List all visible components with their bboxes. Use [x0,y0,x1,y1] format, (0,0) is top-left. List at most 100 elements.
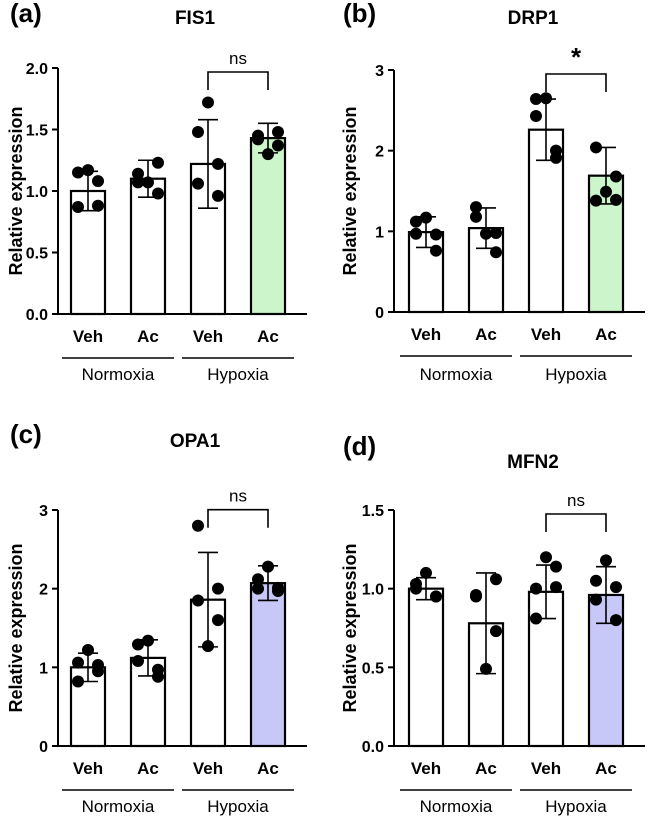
data-point [590,574,602,587]
panel-label: (b) [343,0,376,28]
significance-label: ns [229,49,247,68]
bar [249,137,287,316]
data-point [132,638,144,651]
data-point [530,93,542,106]
x-tick-label: Veh [193,327,223,346]
y-tick-label: 3 [375,63,384,80]
chart-title: MFN2 [507,452,559,473]
y-tick-label: 1.0 [362,582,384,599]
data-point [272,139,284,152]
data-point [192,594,204,607]
data-point [410,215,422,228]
x-tick-label: Veh [193,759,223,778]
group-label: Normoxia [420,797,493,816]
data-point [262,560,274,573]
y-tick-label: 2 [39,582,48,599]
y-tick-label: 1.0 [26,184,48,201]
group-label: Hypoxia [207,797,269,816]
significance-bracket [545,513,607,532]
data-point [72,675,84,688]
data-point [202,96,214,109]
x-tick-label: Ac [475,325,497,344]
data-point [490,625,502,638]
group-label: Normoxia [82,365,155,384]
significance-label: * [571,42,582,72]
data-point [192,177,204,190]
data-point [72,656,84,669]
x-tick-label: Ac [257,327,279,346]
y-axis-label: Relative expression [340,543,360,712]
data-point [530,612,542,625]
data-point [430,228,442,241]
data-point [82,644,94,657]
data-point [410,577,422,590]
x-tick-label: Ac [595,325,617,344]
data-point [212,157,224,170]
data-point [202,640,214,653]
x-tick-label: Veh [531,759,561,778]
data-point [212,189,224,202]
data-point [82,164,94,177]
data-point [550,581,562,594]
data-point [550,560,562,573]
data-point [420,211,432,224]
x-tick-label: Veh [411,325,441,344]
group-label: Normoxia [82,797,155,816]
data-point [530,109,542,122]
group-label: Hypoxia [207,365,269,384]
group-label: Normoxia [420,365,493,384]
data-point [600,554,612,567]
data-point [262,148,274,161]
data-point [470,201,482,214]
significance-label: ns [567,491,585,510]
data-point [490,226,502,239]
significance-label: ns [229,487,247,506]
data-point [92,175,104,188]
data-point [610,581,622,594]
x-tick-label: Veh [73,759,103,778]
panel-label: (c) [10,419,42,449]
data-point [610,170,622,183]
data-point [152,156,164,169]
data-point [590,593,602,606]
data-point [72,166,84,179]
y-tick-label: 2 [375,144,384,161]
data-point [92,199,104,212]
significance-bracket [545,73,607,92]
panel-label: (a) [10,0,42,28]
data-point [142,176,154,189]
data-point [252,582,264,595]
x-tick-label: Veh [531,325,561,344]
y-tick-label: 0.0 [362,739,384,756]
data-point [470,210,482,223]
x-tick-label: Ac [137,759,159,778]
data-point [152,187,164,200]
y-tick-label: 1 [39,660,48,677]
data-point [610,193,622,206]
data-point [430,590,442,603]
data-point [420,566,432,579]
significance-bracket [207,71,269,90]
data-point [252,129,264,142]
data-point [610,614,622,627]
data-point [142,634,154,647]
x-tick-label: Ac [137,327,159,346]
data-point [540,92,552,105]
chart-title: FIS1 [175,8,216,29]
chart-title: DRP1 [508,8,559,29]
data-point [590,194,602,207]
chart-title: OPA1 [170,431,221,452]
data-point [192,519,204,532]
x-tick-label: Ac [475,759,497,778]
data-point [470,590,482,603]
data-point [490,573,502,586]
data-point [212,582,224,595]
y-tick-label: 0.5 [26,246,48,263]
data-point [92,665,104,678]
data-point [132,655,144,668]
significance-bracket [207,508,269,528]
y-tick-label: 1.5 [26,123,48,140]
data-point [480,662,492,675]
y-tick-label: 2.0 [26,61,48,78]
